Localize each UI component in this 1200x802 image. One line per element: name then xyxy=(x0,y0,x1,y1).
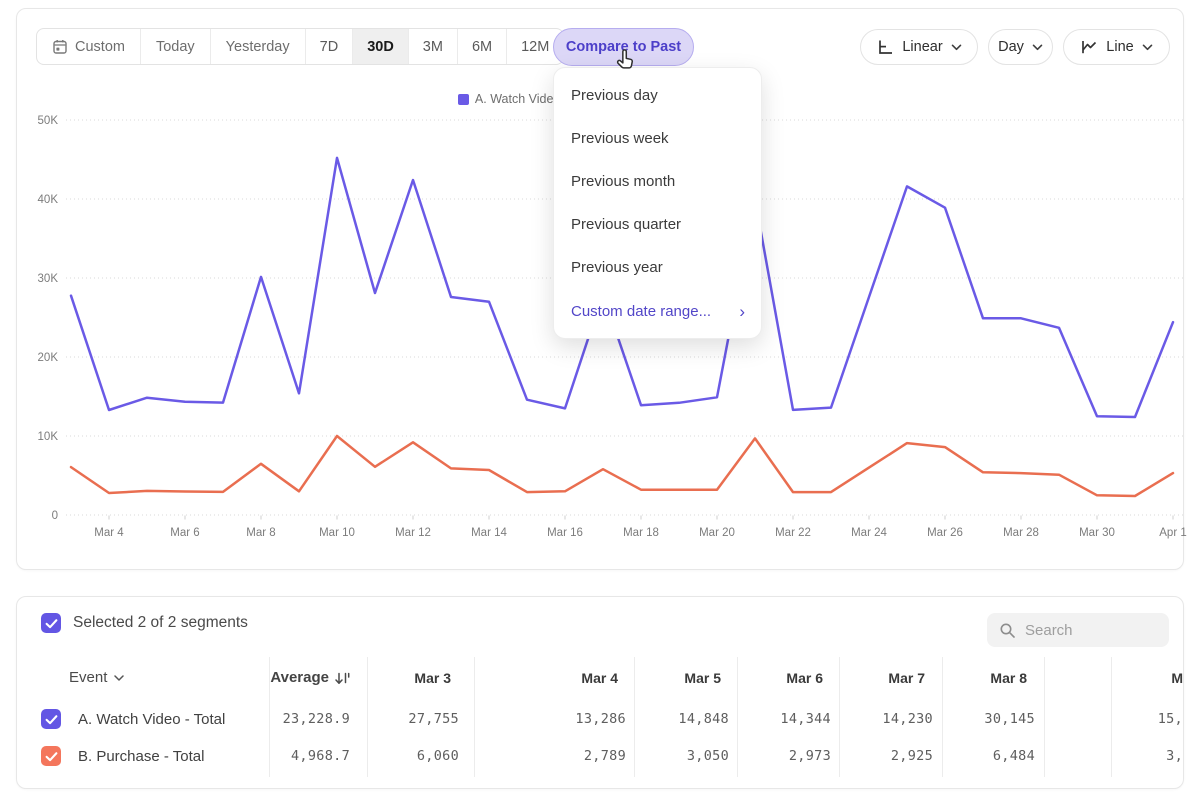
row-label: A. Watch Video - Total xyxy=(78,710,226,728)
cell-average: 4,968.7 xyxy=(291,748,350,764)
search-box xyxy=(987,613,1169,647)
chevron-down-icon xyxy=(1142,44,1153,50)
column-separator xyxy=(1044,657,1045,777)
cell-value: 2,925 xyxy=(890,748,933,764)
scale-dropdown[interactable]: Linear xyxy=(860,29,978,65)
column-header-mar6: Mar 6 xyxy=(786,670,823,686)
legend-swatch-a xyxy=(457,93,469,105)
range-custom[interactable]: Custom xyxy=(37,29,140,64)
scale-label: Linear xyxy=(902,39,943,55)
menu-item-custom-date-range[interactable]: Custom date range... › xyxy=(571,301,745,321)
search-input[interactable] xyxy=(1025,621,1145,639)
cell-value: 14,344 xyxy=(780,711,831,727)
column-separator xyxy=(942,657,943,777)
check-icon xyxy=(45,618,57,628)
chevron-down-icon xyxy=(951,44,961,50)
segments-card: Selected 2 of 2 segments Event Average xyxy=(16,596,1184,789)
column-header-mar4: Mar 4 xyxy=(581,670,618,686)
table-row-watch-video: A. Watch Video - Total xyxy=(41,700,225,738)
range-today[interactable]: Today xyxy=(139,29,210,64)
cell-value: 3,050 xyxy=(686,748,729,764)
range-6m[interactable]: 6M xyxy=(456,29,506,64)
sort-descending-icon xyxy=(335,672,350,684)
column-header-average[interactable]: Average xyxy=(270,663,350,693)
cell-value: 14,230 xyxy=(882,711,933,727)
row-label: B. Purchase - Total xyxy=(78,747,205,765)
chevron-down-icon xyxy=(114,675,125,681)
column-separator xyxy=(634,657,635,777)
column-header-clipped: M xyxy=(1171,670,1183,686)
axis-linear-icon xyxy=(879,40,893,54)
cell-value: 14,848 xyxy=(678,711,729,727)
cell-value-clipped: 3, xyxy=(1166,748,1183,764)
column-header-mar7: Mar 7 xyxy=(888,670,925,686)
chart-type-dropdown[interactable]: Line xyxy=(1063,29,1170,65)
column-header-mar8: Mar 8 xyxy=(990,670,1027,686)
column-separator xyxy=(737,657,738,777)
column-separator xyxy=(367,657,368,777)
interval-dropdown[interactable]: Day xyxy=(988,29,1053,65)
select-all-checkbox[interactable] xyxy=(41,613,61,633)
column-separator xyxy=(1111,657,1112,777)
check-icon xyxy=(45,714,57,724)
range-12m[interactable]: 12M xyxy=(506,29,563,64)
column-separator xyxy=(474,657,475,777)
cell-value-clipped: 15, xyxy=(1157,711,1183,727)
column-separator xyxy=(269,657,270,777)
menu-item-previous-day[interactable]: Previous day xyxy=(571,87,658,104)
table-row-purchase: B. Purchase - Total xyxy=(41,737,204,775)
row-checkbox-watch-video[interactable] xyxy=(41,709,61,729)
range-custom-label: Custom xyxy=(75,38,125,55)
compare-to-past-menu: Previous day Previous week Previous mont… xyxy=(553,67,762,339)
cell-value: 30,145 xyxy=(984,711,1035,727)
row-checkbox-purchase[interactable] xyxy=(41,746,61,766)
selected-segments-bar: Selected 2 of 2 segments xyxy=(41,613,248,633)
range-7d[interactable]: 7D xyxy=(304,29,353,64)
column-separator xyxy=(839,657,840,777)
menu-item-previous-week[interactable]: Previous week xyxy=(571,130,669,147)
selected-segments-label: Selected 2 of 2 segments xyxy=(73,614,248,631)
menu-item-previous-month[interactable]: Previous month xyxy=(571,173,676,190)
cell-value: 2,789 xyxy=(583,748,626,764)
range-3m[interactable]: 3M xyxy=(407,29,457,64)
cell-value: 13,286 xyxy=(575,711,626,727)
cell-value: 2,973 xyxy=(788,748,831,764)
column-header-event[interactable]: Event xyxy=(69,663,125,693)
chevron-right-icon: › xyxy=(739,301,745,321)
cell-value: 27,755 xyxy=(408,711,459,727)
compare-to-past-button[interactable]: Compare to Past xyxy=(553,28,694,66)
check-icon xyxy=(45,751,57,761)
range-30d[interactable]: 30D xyxy=(352,29,408,64)
line-chart-icon xyxy=(1082,41,1097,54)
search-icon xyxy=(1000,623,1015,638)
menu-item-previous-year[interactable]: Previous year xyxy=(571,259,663,276)
cell-value: 6,060 xyxy=(416,748,459,764)
chart-type-label: Line xyxy=(1106,39,1134,55)
column-header-mar5: Mar 5 xyxy=(684,670,721,686)
date-range-control: Custom Today Yesterday 7D 30D 3M 6M 12M xyxy=(36,28,565,65)
column-header-mar3: Mar 3 xyxy=(414,670,451,686)
cell-average: 23,228.9 xyxy=(282,711,350,727)
menu-item-previous-quarter[interactable]: Previous quarter xyxy=(571,216,682,233)
chevron-down-icon xyxy=(1032,44,1043,50)
interval-label: Day xyxy=(998,39,1024,55)
calendar-icon xyxy=(53,40,67,54)
cell-value: 6,484 xyxy=(992,748,1035,764)
range-yesterday[interactable]: Yesterday xyxy=(209,29,305,64)
